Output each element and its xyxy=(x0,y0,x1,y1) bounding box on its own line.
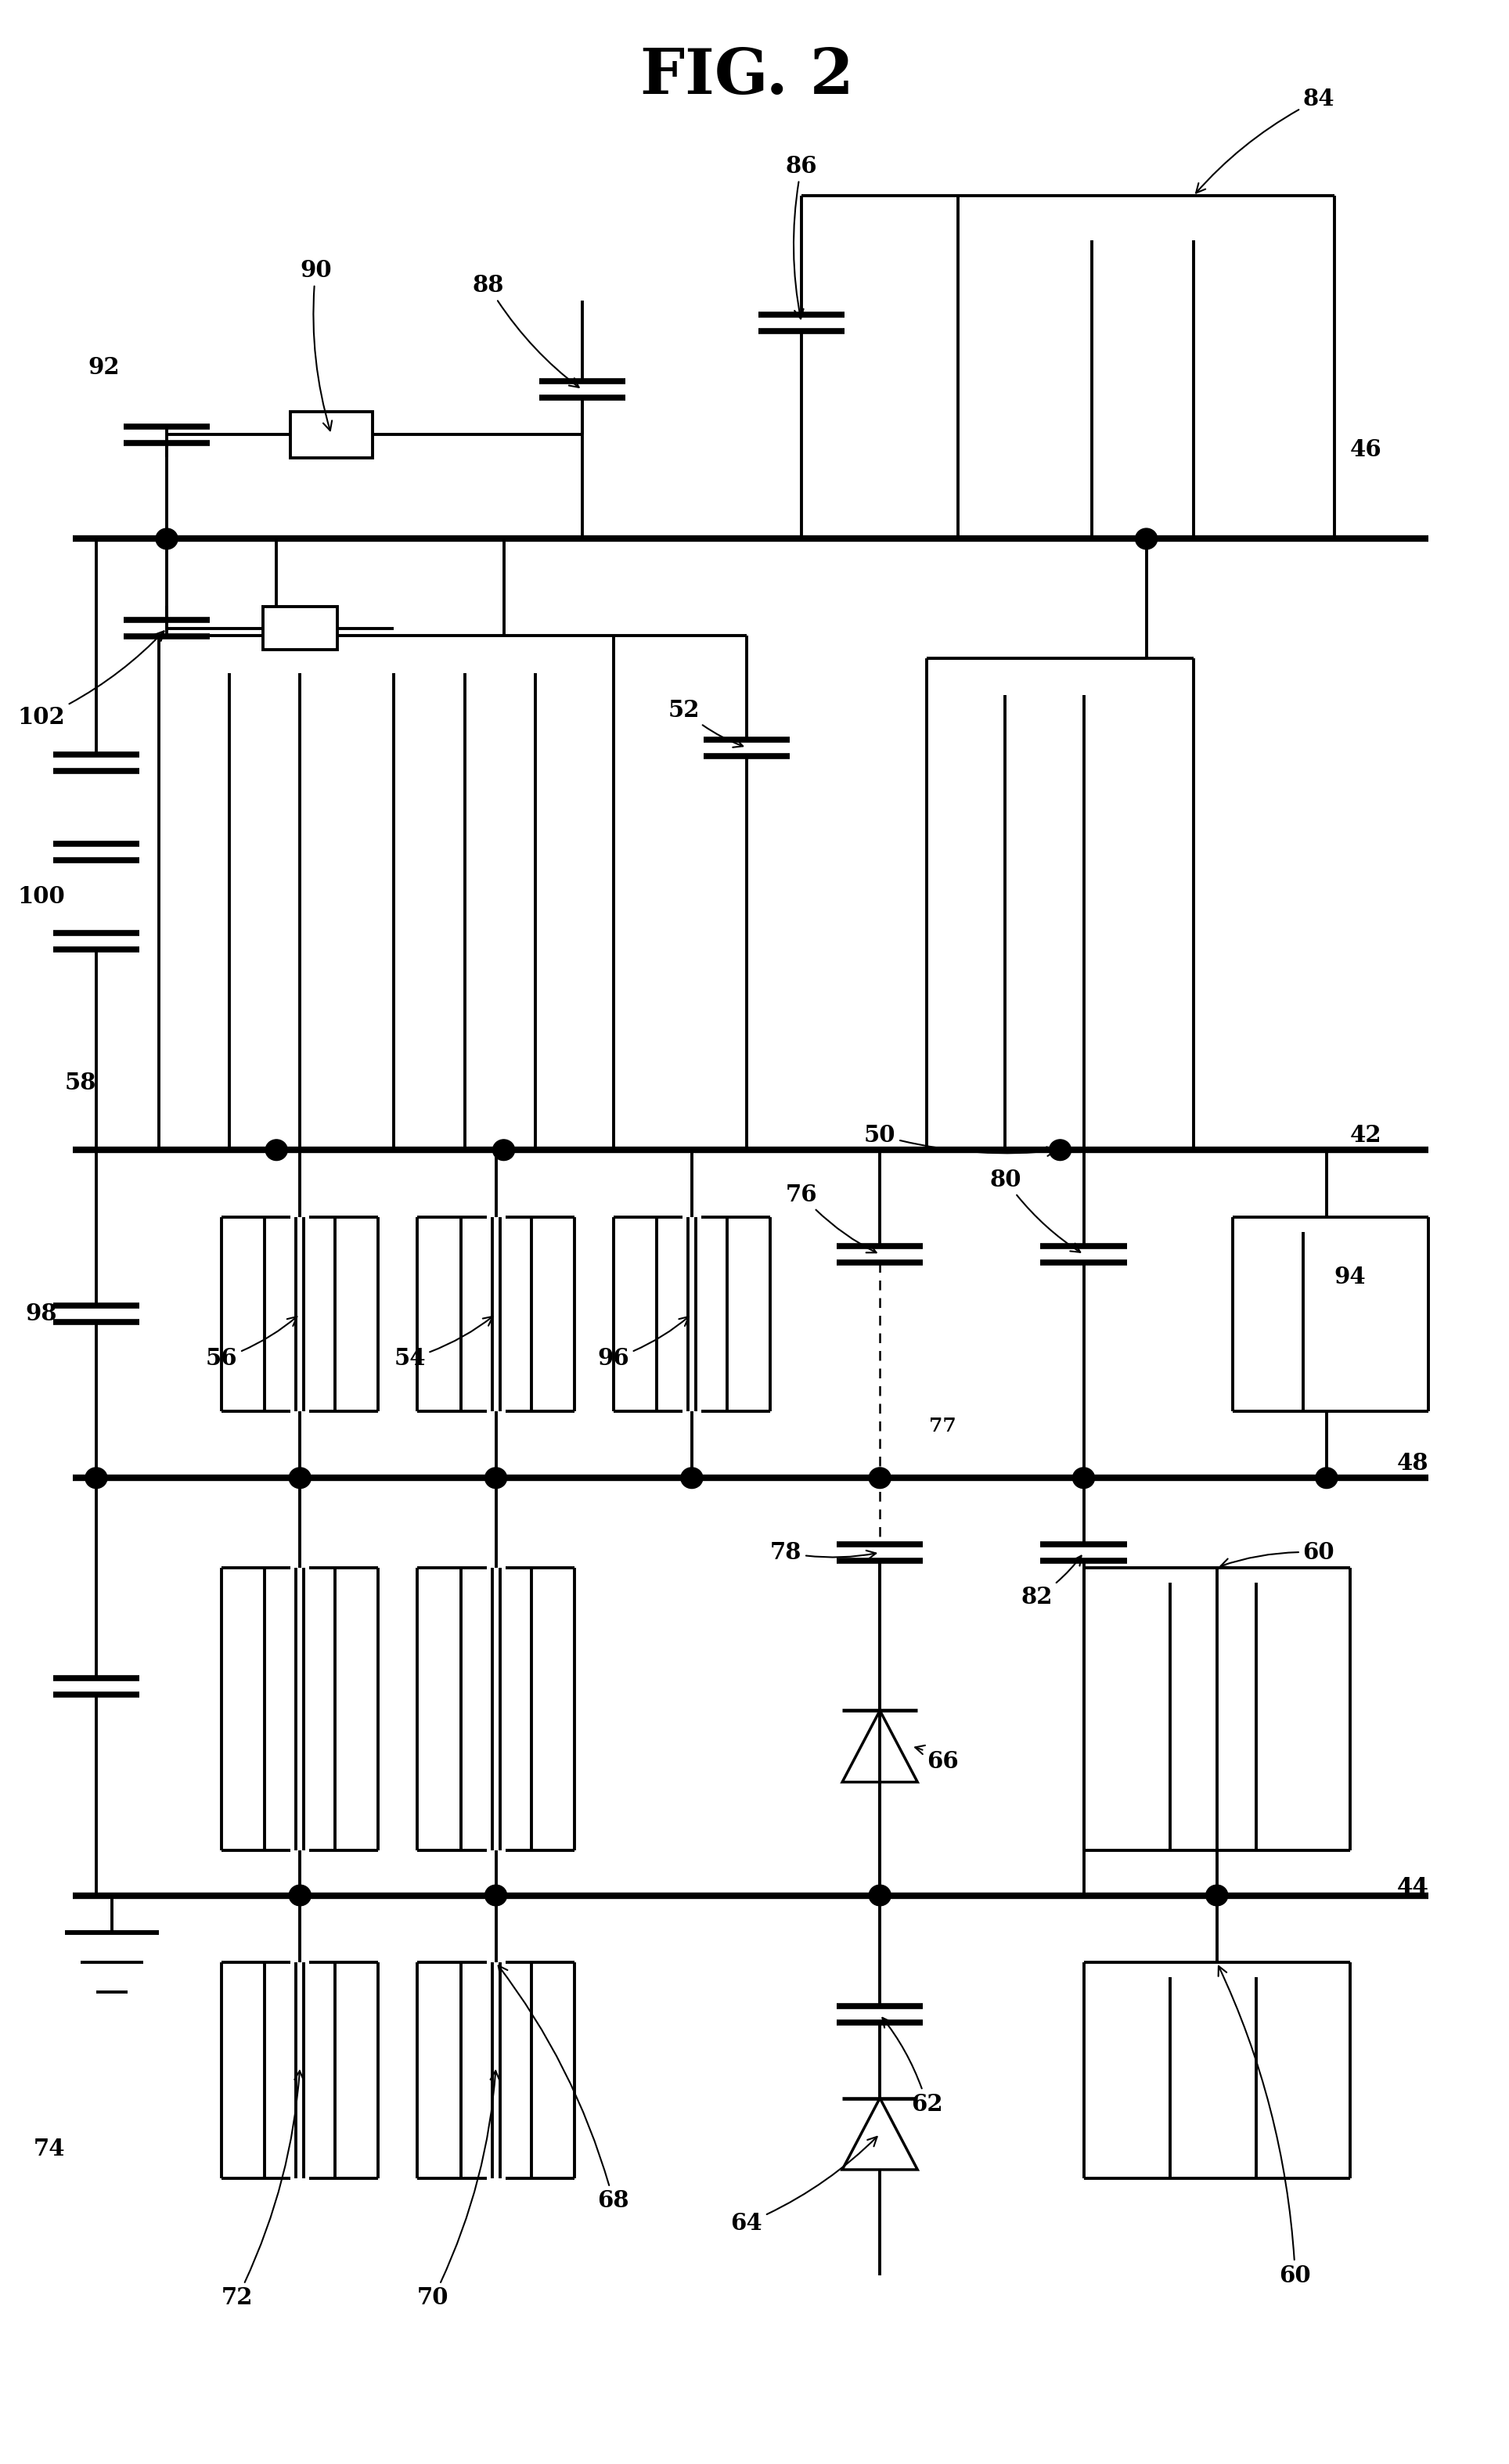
Text: 78: 78 xyxy=(770,1540,875,1565)
Circle shape xyxy=(1135,527,1157,549)
Text: 88: 88 xyxy=(472,274,579,387)
Text: 84: 84 xyxy=(1197,89,1334,192)
Text: 64: 64 xyxy=(730,2136,877,2235)
Circle shape xyxy=(85,1469,107,1488)
Text: 80: 80 xyxy=(990,1168,1080,1252)
Text: 44: 44 xyxy=(1397,1878,1429,1900)
Text: 42: 42 xyxy=(1351,1124,1382,1146)
Text: 92: 92 xyxy=(88,355,119,379)
Text: 48: 48 xyxy=(1397,1451,1429,1473)
Circle shape xyxy=(1073,1469,1094,1488)
Text: 96: 96 xyxy=(598,1316,688,1370)
Text: 94: 94 xyxy=(1334,1266,1366,1289)
Circle shape xyxy=(484,1469,507,1488)
Circle shape xyxy=(681,1469,703,1488)
Text: 60: 60 xyxy=(1221,1540,1334,1567)
Text: 102: 102 xyxy=(18,631,164,729)
Text: 76: 76 xyxy=(786,1183,877,1252)
Text: 46: 46 xyxy=(1351,439,1382,461)
Circle shape xyxy=(290,1885,311,1905)
Text: 68: 68 xyxy=(498,1966,629,2213)
Circle shape xyxy=(1316,1469,1337,1488)
Text: 72: 72 xyxy=(222,2070,303,2309)
Text: 50: 50 xyxy=(865,1124,1056,1156)
Text: 82: 82 xyxy=(1020,1555,1082,1609)
Text: 58: 58 xyxy=(65,1072,97,1094)
Text: 70: 70 xyxy=(418,2070,499,2309)
Bar xyxy=(263,606,337,650)
Circle shape xyxy=(869,1469,890,1488)
Circle shape xyxy=(266,1138,287,1161)
Text: 98: 98 xyxy=(26,1303,57,1326)
Text: 54: 54 xyxy=(394,1316,493,1370)
Circle shape xyxy=(1049,1138,1071,1161)
Circle shape xyxy=(155,527,178,549)
Circle shape xyxy=(290,1469,311,1488)
Text: 56: 56 xyxy=(205,1316,297,1370)
Text: 77: 77 xyxy=(930,1417,957,1434)
Text: FIG. 2: FIG. 2 xyxy=(640,47,854,108)
Text: 90: 90 xyxy=(300,259,332,431)
Circle shape xyxy=(493,1138,515,1161)
Bar xyxy=(290,411,373,458)
Text: 52: 52 xyxy=(668,700,742,747)
Text: 62: 62 xyxy=(883,2018,943,2117)
Circle shape xyxy=(1206,1885,1228,1905)
Text: 86: 86 xyxy=(786,155,818,318)
Text: 44: 44 xyxy=(1397,1878,1429,1900)
Circle shape xyxy=(869,1885,890,1905)
Text: 100: 100 xyxy=(18,885,65,907)
Text: 60: 60 xyxy=(1218,1966,1311,2287)
Text: 74: 74 xyxy=(33,2136,65,2161)
Text: 66: 66 xyxy=(914,1745,958,1772)
Circle shape xyxy=(484,1885,507,1905)
